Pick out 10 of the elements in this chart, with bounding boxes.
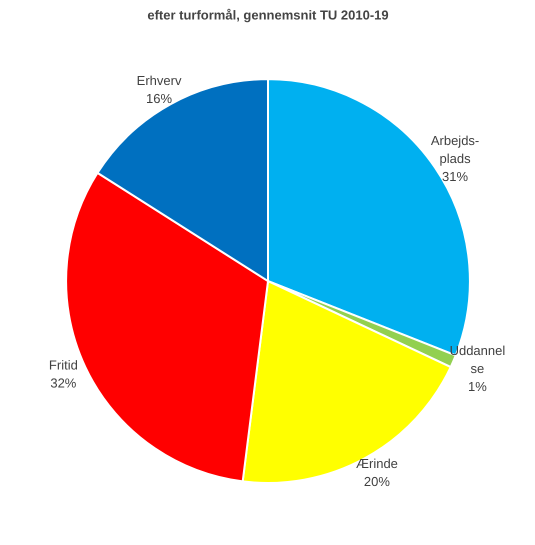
data-label: 16% <box>146 91 172 106</box>
slice-label: Fritid <box>48 358 78 373</box>
slice-label: Ærinde <box>356 456 398 472</box>
slice-label: Arbejds- plads <box>430 132 480 166</box>
data-label: 32% <box>50 376 77 391</box>
data-label: 1% <box>468 379 488 394</box>
data-label: 31% <box>442 168 468 184</box>
chart-title: efter turformål, gennemsnit TU 2010-19 <box>147 8 389 22</box>
data-label: 20% <box>364 474 390 490</box>
slice-label: Erhverv <box>136 73 182 88</box>
